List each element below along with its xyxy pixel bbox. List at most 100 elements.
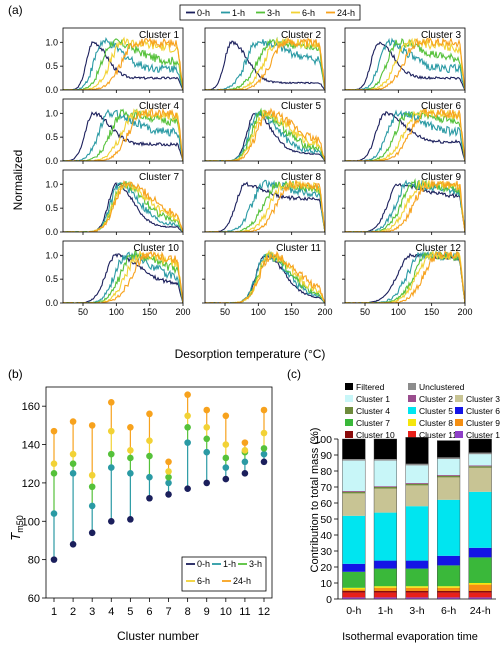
cluster-panel-11: Cluster 11 50 100 150 200 [202, 240, 333, 317]
legend-label: Filtered [356, 382, 385, 392]
series-24-h [345, 179, 465, 232]
bar-segment-Cluster-10 [468, 591, 492, 593]
bar-segment-Cluster-4 [405, 483, 429, 486]
legend-label-24-h: 24-h [233, 576, 251, 586]
series-3-h [205, 180, 325, 232]
cluster-title: Cluster 6 [421, 101, 461, 112]
bar-segment-Cluster-5 [374, 512, 397, 561]
bar-segment-Cluster-8 [405, 586, 429, 588]
bar-segment-Cluster-3 [374, 488, 397, 513]
cluster-title: Cluster 8 [281, 172, 321, 183]
plot-frame [204, 27, 326, 91]
series-0-h [345, 41, 465, 90]
plot-frame [204, 98, 326, 162]
point-1-h [69, 470, 77, 477]
legend-swatch [345, 431, 353, 438]
series-0-h [63, 111, 183, 161]
series-1-h [205, 39, 325, 90]
y-tick-label: 0.0 [45, 227, 58, 237]
x-tick-label: 6-h [441, 605, 456, 617]
bar-segment-Cluster-10 [405, 591, 429, 593]
bar-segment-Cluster-6 [374, 560, 397, 569]
plot-frame [344, 98, 466, 162]
x-tick-label: 200 [317, 307, 332, 317]
legend-label: Cluster 1 [356, 394, 390, 404]
point-24-h [165, 458, 172, 466]
point-6-h [222, 441, 230, 448]
bar-segment-Cluster-12 [405, 597, 429, 599]
bar-segment-Filtered [374, 439, 397, 459]
x-tick-label: 5 [127, 606, 133, 618]
bar-segment-Cluster-10 [374, 591, 397, 593]
cluster-title: Cluster 10 [133, 243, 179, 254]
bar-segment-Cluster-1 [374, 460, 397, 487]
legend-label-6-h: 6-h [197, 576, 210, 586]
bar-segment-Unclustered [437, 457, 460, 459]
point-3-h [146, 452, 153, 460]
series-1-h [345, 37, 465, 90]
y-tick-label: 0.5 [45, 274, 58, 284]
legend-label: Cluster 6 [466, 406, 500, 416]
bar-segment-Cluster-11 [342, 592, 366, 598]
y-tick-label: 0.0 [45, 85, 58, 95]
cluster-series [345, 107, 465, 161]
x-tick-label: 200 [175, 307, 190, 317]
series-0-h [63, 41, 183, 90]
bar-segment-Cluster-12 [468, 597, 492, 599]
y-tick-label: 0.0 [45, 298, 58, 308]
bar-segment-Cluster-9 [437, 587, 460, 591]
bar-segment-Cluster-5 [468, 491, 492, 548]
series-24-h [205, 107, 325, 161]
point-0-h [203, 479, 211, 487]
legend-label-6-h: 6-h [302, 8, 315, 18]
legend-label-1-h: 1-h [223, 559, 236, 569]
bar-segment-Cluster-9 [374, 587, 397, 591]
point-1-h [127, 470, 134, 477]
point-1-h [222, 464, 230, 471]
bar-segment-Filtered [437, 440, 460, 458]
cluster-panel-4: Cluster 4 0.0 0.5 1.0 [45, 98, 184, 166]
plot-frame [62, 27, 184, 91]
bar-segment-Cluster-11 [405, 592, 429, 598]
series-24-h [63, 180, 183, 232]
legend-label: Cluster 4 [356, 406, 390, 416]
point-6-h [107, 427, 115, 435]
series-0-h [205, 40, 325, 90]
plot-frame [204, 240, 326, 304]
point-24-h [222, 412, 230, 420]
cluster-title: Cluster 11 [276, 243, 321, 254]
cluster-panel-9: Cluster 9 [342, 169, 466, 235]
series-1-h [63, 36, 183, 90]
bar-segment-Cluster-7 [405, 568, 429, 587]
point-24-h [203, 406, 211, 414]
legend-swatch [408, 431, 416, 438]
bar-segment-Cluster-2 [405, 483, 429, 484]
point-0-h [107, 517, 115, 525]
bar-segment-Cluster-5 [405, 506, 429, 561]
point-1-h [146, 473, 153, 481]
series-1-h [63, 251, 183, 303]
x-tick-label: 2 [70, 606, 76, 618]
legend-box [181, 556, 267, 592]
y-tick-label: 70 [320, 482, 332, 494]
legend-swatch [408, 395, 416, 402]
series-0-h [63, 181, 183, 232]
cluster-title: Cluster 2 [281, 30, 321, 41]
legend-label-24-h: 24-h [337, 8, 355, 18]
x-tick-label: 3-h [409, 605, 424, 617]
cluster-series [205, 249, 325, 303]
point-3-h [184, 423, 191, 431]
bar-segment-Cluster-2 [342, 491, 366, 492]
series-3-h [345, 110, 465, 161]
bar-segment-Unclustered [405, 463, 429, 466]
plot-frame [344, 240, 466, 304]
point-6-h [184, 412, 191, 420]
bar-segment-Cluster-7 [437, 565, 460, 587]
series-3-h [205, 107, 325, 161]
cluster-panel-2: Cluster 2 [202, 27, 326, 93]
bar-segment-Cluster-6 [405, 560, 429, 569]
legend-swatch [345, 407, 353, 414]
point-1-h [241, 458, 249, 466]
y-tick-label: 60 [320, 498, 332, 510]
bar-segment-Cluster-5 [342, 515, 366, 564]
